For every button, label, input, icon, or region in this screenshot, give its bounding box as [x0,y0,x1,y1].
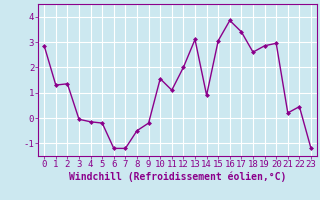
X-axis label: Windchill (Refroidissement éolien,°C): Windchill (Refroidissement éolien,°C) [69,172,286,182]
